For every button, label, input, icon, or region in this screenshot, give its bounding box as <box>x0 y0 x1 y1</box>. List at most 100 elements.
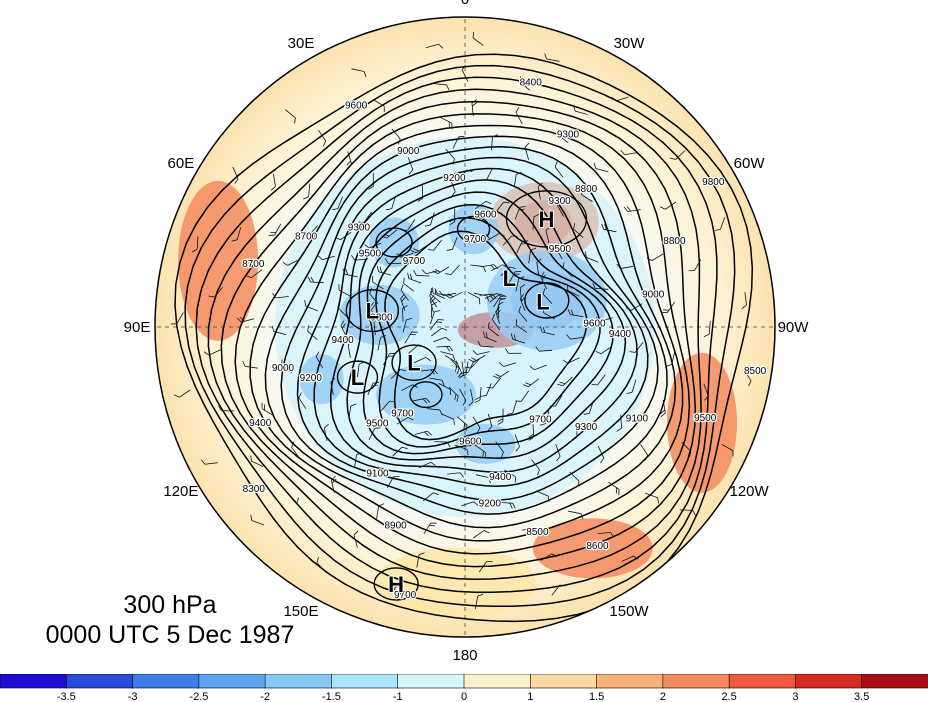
wind-barb <box>743 369 752 387</box>
wind-barb <box>591 374 606 386</box>
wind-barb <box>568 510 584 520</box>
wind-barb <box>369 302 376 320</box>
wind-barb <box>440 351 456 361</box>
wind-barb <box>495 201 510 213</box>
wind-barb <box>629 341 644 353</box>
wind-barb <box>268 223 282 236</box>
contour-label: 9700 <box>464 234 487 245</box>
height-contour <box>249 124 684 542</box>
wind-barb <box>427 239 443 251</box>
wind-barb <box>502 235 518 246</box>
wind-barb <box>516 240 529 254</box>
wind-barb <box>441 413 455 425</box>
anomaly-warm-america <box>666 352 737 493</box>
wind-barb <box>390 369 407 379</box>
wind-barb <box>514 205 526 220</box>
wind-barb <box>250 514 265 526</box>
wind-barb <box>508 271 522 284</box>
contour-label: 9200 <box>443 173 466 184</box>
colorbar-segment <box>529 674 598 689</box>
wind-barb <box>407 272 422 284</box>
colorbar-tick-label: 3.5 <box>854 691 869 702</box>
wind-barb <box>372 99 385 113</box>
wind-barb <box>377 335 387 351</box>
wind-barb <box>491 264 509 271</box>
colorbar-tick-label: 2 <box>660 691 666 702</box>
wind-barb <box>347 340 353 358</box>
wind-barb <box>296 497 306 514</box>
contour-label: 8400 <box>520 78 543 89</box>
wind-barb <box>571 424 578 441</box>
wind-barb <box>396 252 414 258</box>
wind-barb <box>645 492 660 504</box>
wind-barb <box>465 358 480 369</box>
wind-barb <box>659 201 677 210</box>
wind-barb <box>536 258 542 276</box>
height-contour <box>362 203 614 455</box>
wind-barb <box>583 400 594 415</box>
wind-barb <box>298 392 307 409</box>
wind-barb <box>573 105 588 115</box>
wind-barb <box>515 107 523 124</box>
colorbar-segment <box>132 674 200 689</box>
colorbar-tick-label: 1.5 <box>589 691 604 702</box>
wind-barb <box>408 344 425 354</box>
contour-label: 9800 <box>702 177 725 188</box>
wind-barb <box>592 283 609 290</box>
wind-barb <box>272 292 289 299</box>
longitude-label: 60W <box>734 155 766 172</box>
wind-barb <box>340 320 348 338</box>
contour-label: 9700 <box>529 414 552 425</box>
wind-barb <box>472 233 490 240</box>
wind-barb <box>714 217 726 231</box>
height-contour <box>234 113 691 555</box>
low-pressure-marker: L <box>536 290 549 315</box>
wind-barb <box>449 208 456 226</box>
wind-barb <box>391 128 401 145</box>
wind-barb <box>473 530 490 539</box>
wind-barb <box>429 319 444 331</box>
colorbar-tick-label: -1 <box>393 691 403 702</box>
contour-label: 9500 <box>549 244 572 255</box>
wind-barb <box>491 313 501 331</box>
contour-label: 9700 <box>403 256 426 267</box>
wind-barb <box>491 134 498 151</box>
anomaly-warm-eastpacific <box>532 518 653 579</box>
wind-barb <box>611 96 629 102</box>
closed-low-contour <box>524 282 570 319</box>
wind-barb <box>608 481 620 496</box>
wind-barb <box>593 162 609 173</box>
wind-barb <box>542 306 555 320</box>
contour-label: 9600 <box>583 319 606 330</box>
colorbar-segment <box>198 674 266 689</box>
wind-barb <box>330 475 337 493</box>
wind-barb <box>573 223 584 238</box>
wind-barb <box>522 527 540 533</box>
wind-barb <box>487 413 493 432</box>
longitude-label: 60E <box>168 155 195 172</box>
wind-barb <box>367 382 379 396</box>
closed-low-contour <box>336 360 379 394</box>
height-contours <box>174 53 754 623</box>
wind-barb <box>640 444 649 461</box>
wind-barb <box>562 357 580 364</box>
height-contour <box>329 179 638 473</box>
wind-barb <box>318 129 327 147</box>
contour-label: 8300 <box>243 484 266 495</box>
wind-barb <box>410 245 428 254</box>
wind-barb <box>485 168 499 181</box>
contour-label: 9500 <box>366 419 389 430</box>
longitude-labels: 0 30W 60W 90W 120W 150W 180 150E 120E 90E 60E 30E <box>124 0 810 664</box>
wind-barb <box>504 469 516 483</box>
wind-barb <box>447 472 464 478</box>
contour-label: 9300 <box>575 422 598 433</box>
colorbar-tick-label: -3 <box>128 691 138 702</box>
wind-barb <box>218 405 235 412</box>
wind-barb <box>475 200 492 210</box>
wind-barb <box>475 474 491 484</box>
wind-barb <box>282 259 300 266</box>
contour-label: 9000 <box>397 146 420 157</box>
contour-label: 9400 <box>249 418 272 429</box>
wind-barb <box>457 169 473 180</box>
wind-barb <box>401 219 416 231</box>
